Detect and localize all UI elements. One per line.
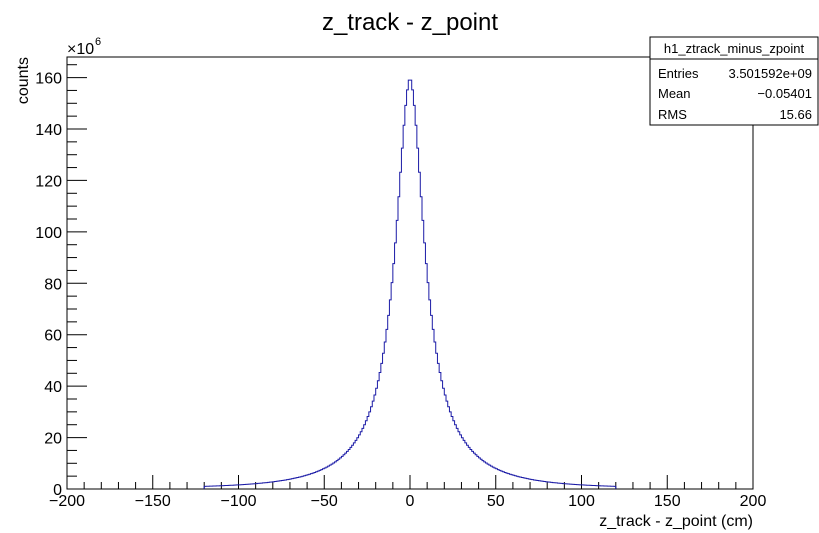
y-tick-label: 100 (35, 225, 62, 242)
y-tick-label: 80 (44, 276, 62, 293)
stats-label-entries: Entries (658, 66, 699, 81)
y-axis-ticks: 0 20 40 60 80 100 120 140 160 (35, 64, 87, 499)
x-tick-label: 0 (406, 493, 415, 510)
stats-value-mean: −0.05401 (757, 86, 812, 101)
x-tick-label: 200 (740, 493, 767, 510)
y-tick-label: 120 (35, 173, 62, 190)
x-tick-label: −200 (49, 493, 85, 510)
stats-label-mean: Mean (658, 86, 691, 101)
y-tick-label: 160 (35, 71, 62, 88)
y-multiplier-label: ×10 (67, 41, 94, 58)
stats-value-rms: 15.66 (779, 107, 812, 122)
x-axis-ticks: −200 −150 −100 −50 0 50 100 150 200 (49, 475, 766, 510)
x-tick-label: 50 (487, 493, 505, 510)
x-tick-label: −100 (220, 493, 256, 510)
x-tick-label: −150 (135, 493, 171, 510)
stats-value-entries: 3.501592e+09 (728, 66, 812, 81)
y-tick-label: 20 (44, 431, 62, 448)
x-tick-label: −50 (311, 493, 338, 510)
chart-title: z_track - z_point (322, 9, 498, 36)
histogram-line (203, 79, 617, 489)
stats-box: h1_ztrack_minus_zpoint Entries 3.501592e… (649, 36, 819, 126)
stats-label-rms: RMS (658, 107, 687, 122)
y-tick-label: 0 (53, 482, 62, 499)
y-multiplier-exponent: 6 (95, 36, 101, 48)
y-tick-label: 40 (44, 379, 62, 396)
y-tick-label: 60 (44, 328, 62, 345)
x-tick-label: 150 (654, 493, 681, 510)
x-axis-label: z_track - z_point (cm) (599, 513, 753, 530)
y-tick-label: 140 (35, 122, 62, 139)
stats-box-frame (649, 36, 819, 126)
y-axis-label: counts (15, 57, 32, 104)
x-tick-label: 100 (568, 493, 595, 510)
stats-box-title: h1_ztrack_minus_zpoint (664, 41, 805, 56)
